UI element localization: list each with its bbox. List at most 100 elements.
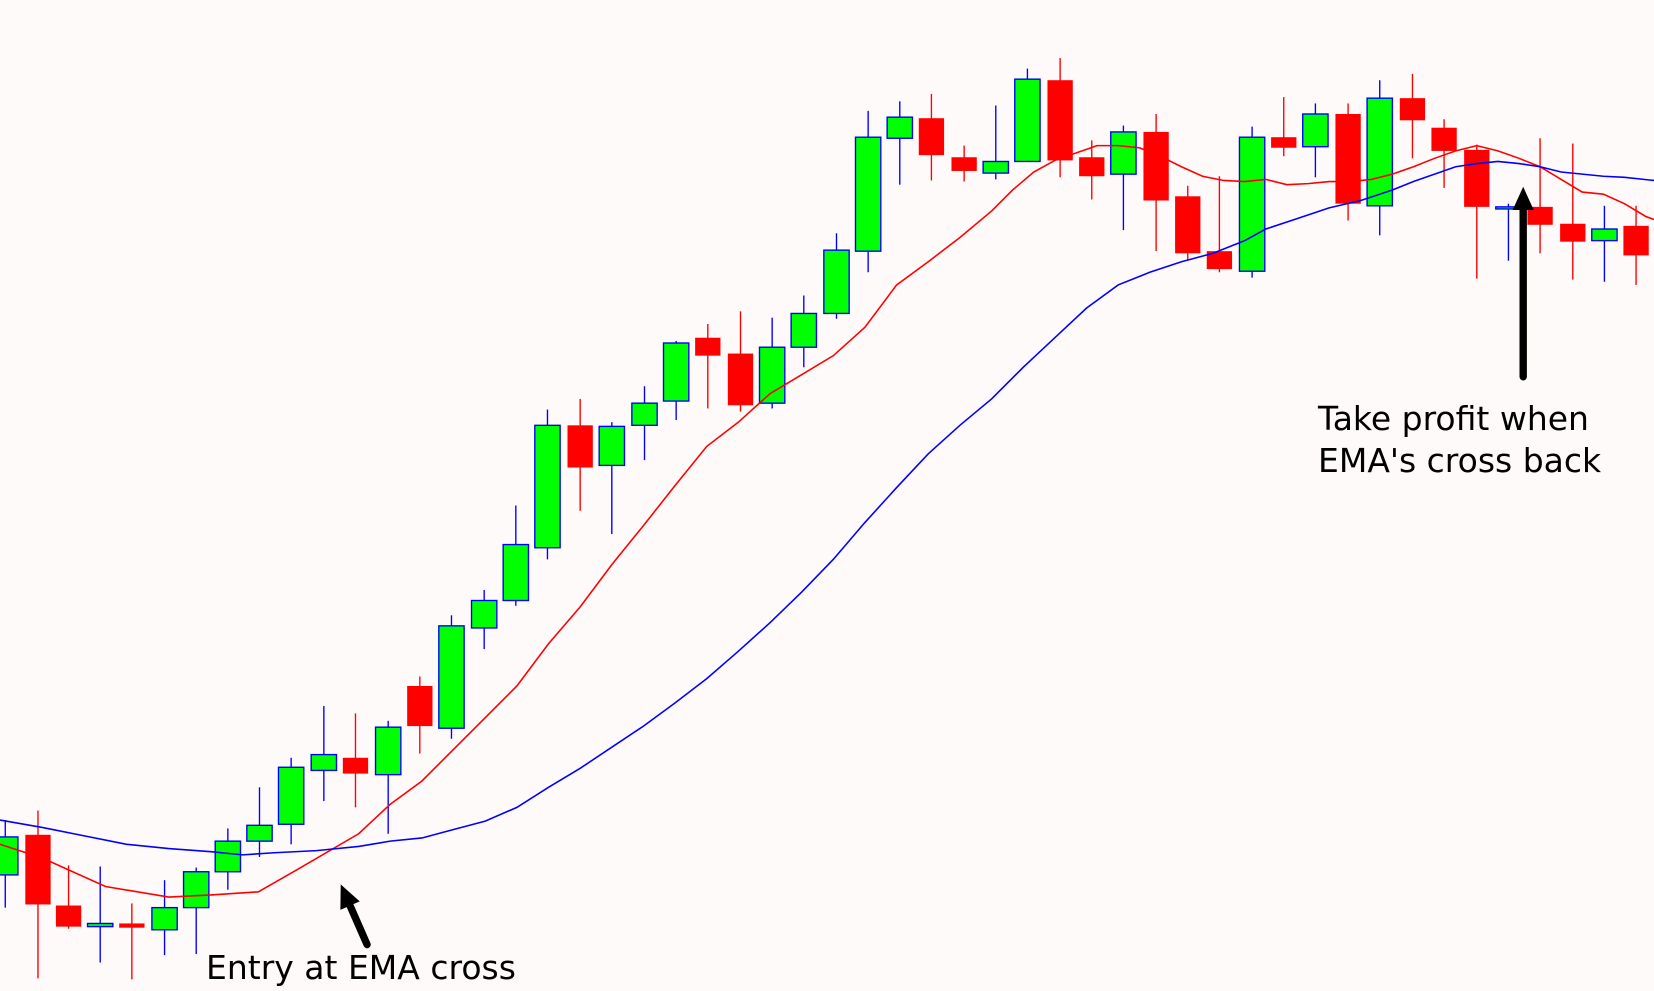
candle-body [342,757,369,774]
candle-body [1047,80,1073,161]
bullish-candle [631,386,658,461]
bullish-candle [374,720,402,834]
entry-arrow-up-icon [340,884,360,910]
candle-body [631,402,658,427]
annotation-arrows [340,186,1534,949]
bearish-candle [119,903,145,980]
candle-body [25,834,51,905]
candle-body [0,836,19,876]
exit-annotation: Take profit when EMA's cross back [1318,398,1601,482]
candle-body [886,116,914,139]
bullish-candle [502,505,530,606]
bearish-candle [1623,205,1649,285]
bullish-candle [790,295,818,368]
candle-body [854,136,882,252]
candle-body [1591,228,1618,242]
candle-body [1238,136,1266,272]
exit-annotation-line2: EMA's cross back [1318,441,1602,480]
candle-body [598,425,626,467]
bearish-candle [1431,119,1457,188]
candle-body [790,312,818,348]
fast-ema-line [0,144,1654,898]
bearish-candle [567,398,593,511]
bearish-candle [1175,185,1201,260]
bearish-candle [55,865,82,929]
candle-body [662,342,690,402]
candle-body [1431,127,1457,151]
candle-body [1175,196,1201,254]
candle-body [1110,131,1137,175]
candle-body [277,766,305,825]
bullish-candle [1110,125,1137,231]
bearish-candle [1079,140,1105,200]
candle-body [982,160,1010,174]
candle-body [470,599,498,629]
bullish-candle [1591,205,1618,282]
bullish-candle [1014,68,1041,163]
entry-arrow-shaft [346,901,371,949]
candle-body [1623,225,1649,256]
bullish-candle [470,589,498,650]
bullish-candle [310,706,338,802]
candle-body [86,922,114,928]
slow-ema-line [0,160,1654,856]
candles-group [0,58,1649,980]
bullish-candle [1302,103,1329,178]
candle-body [1560,223,1586,242]
candle-body [695,337,721,356]
bearish-candle [918,93,945,181]
candle-body [758,346,786,404]
candle-body [214,840,242,873]
bearish-candle [1335,103,1361,221]
candle-body [119,923,145,928]
bearish-candle [1271,97,1297,157]
bullish-candle [534,409,561,560]
candle-body [1206,251,1233,270]
candle-body [1527,206,1553,225]
bullish-candle [214,828,242,890]
bullish-candle [854,110,882,273]
candle-body [918,118,945,156]
bearish-candle [1464,144,1490,279]
candle-body [1366,97,1394,207]
entry-annotation-text: Entry at EMA cross [206,948,516,987]
bullish-candle [86,866,114,963]
candle-body [823,249,850,315]
bullish-candle [662,340,690,421]
bullish-candle [886,101,914,185]
bullish-candle [438,615,465,739]
candle-body [1464,149,1490,207]
candle-body [1302,113,1329,148]
candle-body [310,753,338,772]
bearish-candle [1143,113,1169,252]
candle-body [151,906,178,931]
bullish-candle [823,233,850,319]
candle-body [502,543,530,602]
candle-body [55,905,82,927]
bearish-candle [1560,143,1586,280]
bullish-candle [246,787,273,857]
exit-annotation-line1: Take profit when [1318,399,1589,438]
candle-body [1271,137,1297,148]
candle-body [1143,131,1169,201]
candle-body [438,625,465,729]
candle-body [374,726,402,776]
candle-body [1014,78,1041,163]
candle-body [1335,113,1361,204]
bullish-candle [982,105,1010,180]
exit-arrow-up-icon [1512,186,1534,211]
bearish-candle [951,145,977,182]
bearish-candle [695,324,721,409]
bullish-candle [182,867,210,955]
bullish-candle [598,422,626,535]
bullish-candle [151,880,178,956]
candle-body [1399,98,1426,121]
bearish-candle [727,311,754,412]
bearish-candle [1399,73,1426,159]
candle-body [534,424,561,549]
candle-body [246,824,273,842]
candle-body [407,685,433,727]
bullish-candle [1238,126,1266,278]
